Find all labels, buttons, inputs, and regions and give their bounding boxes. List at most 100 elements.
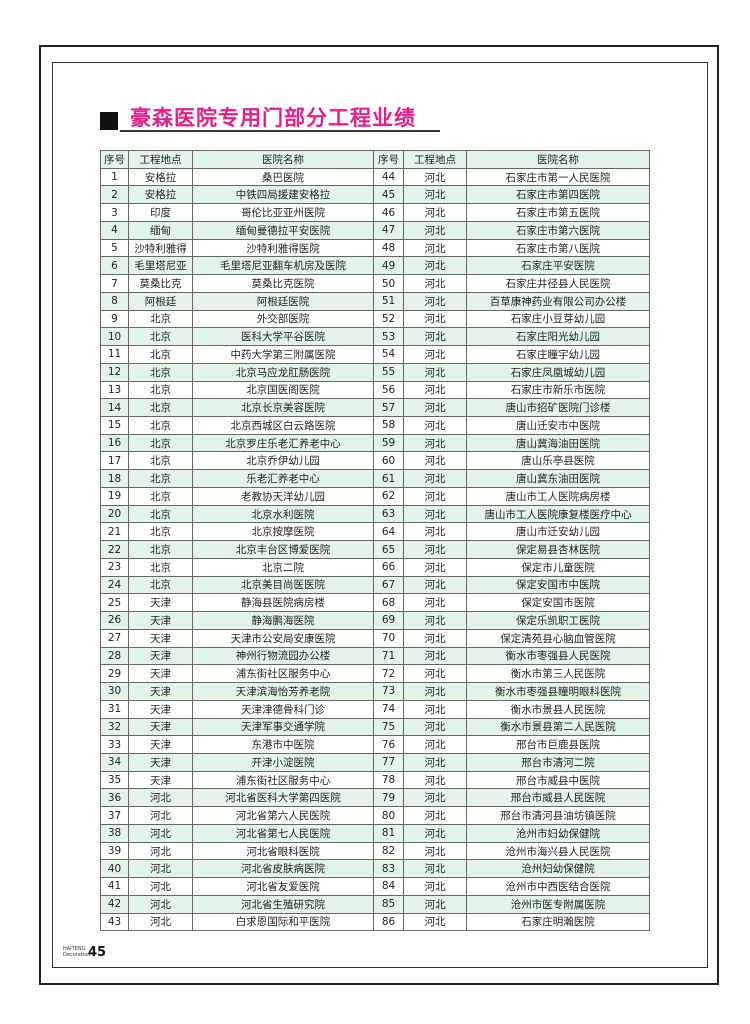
- cell-no: 60: [373, 451, 404, 471]
- cell-location: 北京: [128, 522, 193, 542]
- cell-location: 北京: [128, 398, 193, 418]
- table-row: 5 沙特利雅得 沙特利雅得医院 48 河北 石家庄市第八医院: [100, 238, 650, 258]
- cell-location: 河北: [403, 451, 467, 471]
- table-row: 35 天津 浦东街社区服务中心 78 河北 邢台市威县中医院: [100, 770, 650, 790]
- cell-no: 48: [373, 238, 404, 258]
- cell-location: 缅甸: [128, 220, 193, 240]
- cell-location: 安格拉: [128, 185, 193, 205]
- cell-location: 北京: [128, 309, 193, 329]
- cell-no: 73: [373, 682, 404, 701]
- cell-hospital: 衡水市第三人民医院: [466, 664, 650, 684]
- cell-no: 42: [100, 894, 129, 914]
- table-row: 27 天津 天津市公安局安康医院 70 河北 保定清苑县心脑血管医院: [100, 628, 650, 648]
- cell-no: 74: [373, 699, 404, 719]
- cell-hospital: 石家庄阳光幼儿园: [466, 327, 650, 347]
- cell-hospital: 保定市儿童医院: [466, 557, 650, 577]
- cell-location: 北京: [128, 327, 193, 347]
- cell-location: 毛里塔尼亚: [128, 256, 193, 276]
- cell-location: 河北: [403, 752, 467, 772]
- cell-no: 76: [373, 735, 404, 754]
- cell-location: 天津: [128, 611, 193, 630]
- cell-hospital: 石家庄平安医院: [466, 256, 650, 276]
- cell-location: 河北: [403, 664, 467, 684]
- cell-hospital: 桑巴医院: [192, 167, 374, 187]
- cell-no: 8: [100, 291, 129, 311]
- cell-location: 河北: [403, 770, 467, 790]
- cell-location: 河北: [403, 717, 467, 737]
- cell-no: 53: [373, 327, 404, 347]
- cell-no: 3: [100, 203, 129, 222]
- cell-hospital: 衡水市枣强县瞳明眼科医院: [466, 682, 650, 701]
- cell-hospital: 神州行物流园办公楼: [192, 646, 374, 666]
- cell-location: 河北: [128, 859, 193, 879]
- cell-hospital: 唐山市招矿医院门诊楼: [466, 398, 650, 418]
- cell-no: 84: [373, 877, 404, 896]
- cell-location: 天津: [128, 682, 193, 701]
- cell-location: 河北: [403, 486, 467, 506]
- cell-location: 河北: [403, 167, 467, 187]
- cell-hospital: 天津市公安局安康医院: [192, 628, 374, 648]
- cell-location: 河北: [403, 327, 467, 347]
- cell-location: 河北: [403, 877, 467, 896]
- cell-no: 46: [373, 203, 404, 222]
- cell-location: 河北: [403, 522, 467, 542]
- cell-no: 43: [100, 912, 129, 932]
- cell-hospital: 唐山迁安市中医院: [466, 416, 650, 435]
- cell-no: 29: [100, 664, 129, 684]
- cell-location: 北京: [128, 380, 193, 400]
- table-row: 34 天津 开津小淀医院 77 河北 邢台市清河二院: [100, 752, 650, 772]
- cell-hospital: 保定清苑县心脑血管医院: [466, 628, 650, 648]
- table-row: 41 河北 河北省友爱医院 84 河北 沧州市中西医结合医院: [100, 877, 650, 896]
- cell-no: 57: [373, 398, 404, 418]
- cell-hospital: 石家庄瞳宇幼儿园: [466, 345, 650, 364]
- cell-no: 56: [373, 380, 404, 400]
- cell-no: 30: [100, 682, 129, 701]
- table-row: 24 北京 北京美目尚医医院 67 河北 保定安国市中医院: [100, 575, 650, 595]
- cell-no: 16: [100, 433, 129, 453]
- cell-location: 北京: [128, 557, 193, 577]
- cell-hospital: 天津津德骨科门诊: [192, 699, 374, 719]
- cell-no: 13: [100, 380, 129, 400]
- table-row: 11 北京 中药大学第三附属医院 54 河北 石家庄瞳宇幼儿园: [100, 345, 650, 364]
- cell-hospital: 衡水市景县第二人民医院: [466, 717, 650, 737]
- cell-location: 天津: [128, 770, 193, 790]
- cell-hospital: 北京水利医院: [192, 504, 374, 524]
- cell-location: 天津: [128, 735, 193, 754]
- title-underline: [120, 130, 440, 132]
- table-row: 36 河北 河北省医科大学第四医院 79 河北 邢台市威县人民医院: [100, 788, 650, 808]
- cell-hospital: 哥伦比亚亚州医院: [192, 203, 374, 222]
- cell-location: 河北: [403, 859, 467, 879]
- cell-no: 70: [373, 628, 404, 648]
- cell-no: 62: [373, 486, 404, 506]
- table-row: 29 天津 浦东街社区服务中心 72 河北 衡水市第三人民医院: [100, 664, 650, 684]
- page-inner-border: [52, 62, 708, 968]
- cell-hospital: 静海县医院病房楼: [192, 593, 374, 613]
- cell-no: 41: [100, 877, 129, 896]
- cell-hospital: 石家庄小豆芽幼儿园: [466, 309, 650, 329]
- cell-location: 河北: [403, 699, 467, 719]
- cell-hospital: 保定安国市中医院: [466, 575, 650, 595]
- cell-hospital: 天津军事交通学院: [192, 717, 374, 737]
- cell-no: 18: [100, 469, 129, 488]
- cell-no: 32: [100, 717, 129, 737]
- table-header-row: 序号 工程地点 医院名称 序号 工程地点 医院名称: [100, 150, 650, 169]
- table-row: 39 河北 河北省眼科医院 82 河北 沧州市海兴县人民医院: [100, 841, 650, 861]
- cell-location: 印度: [128, 203, 193, 222]
- cell-location: 河北: [403, 575, 467, 595]
- cell-hospital: 河北省医科大学第四医院: [192, 788, 374, 808]
- cell-location: 北京: [128, 540, 193, 559]
- cell-no: 11: [100, 345, 129, 364]
- cell-no: 64: [373, 522, 404, 542]
- cell-no: 20: [100, 504, 129, 524]
- cell-hospital: 保定易县杏林医院: [466, 540, 650, 559]
- cell-hospital: 唐山市工人医院病房楼: [466, 486, 650, 506]
- cell-no: 85: [373, 894, 404, 914]
- cell-location: 北京: [128, 504, 193, 524]
- cell-no: 39: [100, 841, 129, 861]
- cell-no: 12: [100, 362, 129, 382]
- cell-location: 河北: [403, 433, 467, 453]
- cell-no: 35: [100, 770, 129, 790]
- cell-no: 78: [373, 770, 404, 790]
- cell-no: 34: [100, 752, 129, 772]
- cell-hospital: 河北省生殖研究院: [192, 894, 374, 914]
